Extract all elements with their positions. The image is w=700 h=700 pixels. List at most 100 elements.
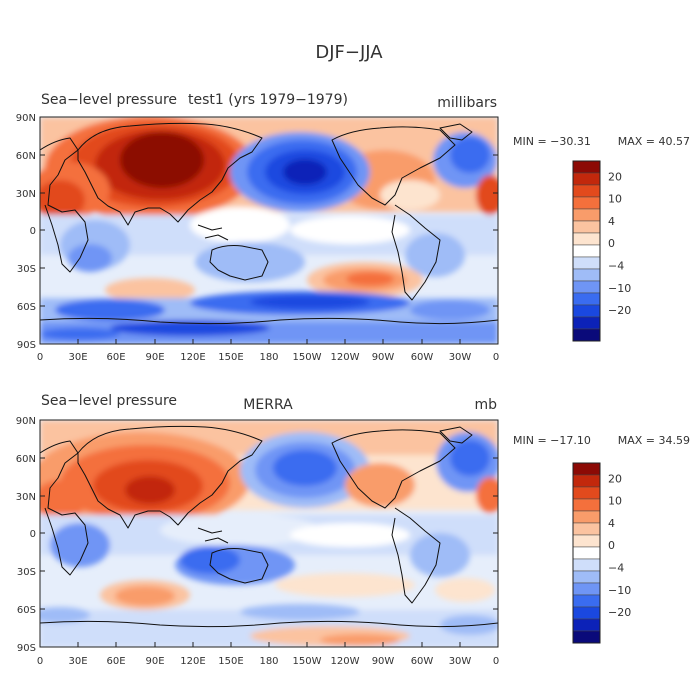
lon-label: 90W <box>372 352 395 363</box>
lon-label: 30E <box>68 352 87 363</box>
lon-label: 0 <box>37 656 43 667</box>
lat-label: 0 <box>30 529 36 540</box>
panel-2-colorbar: 20 10 4 0 −4 −10 −20 <box>572 462 631 644</box>
panel-1-left-title: Sea−level pressure <box>41 92 177 108</box>
colorbar-swatch <box>572 546 601 560</box>
colorbar-swatch <box>572 280 601 294</box>
lat-label: 30S <box>17 264 36 275</box>
colorbar-tick-label: 10 <box>608 495 622 508</box>
lat-label: 90N <box>16 113 36 124</box>
colorbar-swatch <box>572 304 601 318</box>
panel-1-lon-ticks <box>77 339 461 344</box>
panel-1-units: millibars <box>437 95 497 111</box>
panel-2-contour-field <box>40 420 498 647</box>
lon-label: 150E <box>218 656 243 667</box>
colorbar-swatch <box>572 498 601 512</box>
panel-1-max-label: MAX = 40.57 <box>618 135 690 148</box>
colorbar-tick-label: 10 <box>608 193 622 206</box>
colorbar-swatch <box>572 534 601 548</box>
lon-label: 180 <box>259 656 278 667</box>
colorbar-outline <box>572 160 601 342</box>
colorbar-swatch <box>572 462 601 476</box>
lat-label: 90S <box>17 340 36 351</box>
colorbar-tick-label: −20 <box>608 606 631 619</box>
lon-label: 180 <box>259 352 278 363</box>
lat-label: 30N <box>16 189 36 200</box>
panel-2-lat-ticks <box>40 457 498 610</box>
colorbar-swatch <box>572 328 601 342</box>
colorbar-tick-label: 20 <box>608 170 622 183</box>
colorbar-tick-label: −20 <box>608 304 631 317</box>
colorbar-swatch <box>572 474 601 488</box>
lon-label: 60E <box>106 656 125 667</box>
lon-label: 0 <box>37 352 43 363</box>
colorbar-swatch <box>572 292 601 306</box>
lon-label: 60E <box>106 352 125 363</box>
lat-label: 60N <box>16 454 36 465</box>
panel-2-left-title: Sea−level pressure <box>41 393 177 409</box>
panel-2-coastlines <box>40 425 498 628</box>
colorbar-swatch <box>572 522 601 536</box>
lat-label: 90S <box>17 643 36 654</box>
lon-label: 150W <box>293 352 322 363</box>
colorbar-tick-label: 4 <box>608 215 615 228</box>
panel-1: Sea−level pressure test1 (yrs 1979−1979)… <box>16 92 690 363</box>
lon-label: 30E <box>68 656 87 667</box>
lon-label: 30W <box>449 352 472 363</box>
colorbar-swatch <box>572 486 601 500</box>
colorbar-tick-label: −4 <box>608 562 624 575</box>
colorbar-swatch <box>572 196 601 210</box>
colorbar-swatch <box>572 232 601 246</box>
lon-label: 120E <box>180 656 205 667</box>
lat-label: 90N <box>16 416 36 427</box>
lon-label: 120E <box>180 352 205 363</box>
lon-label: 60W <box>411 352 434 363</box>
lon-label: 120W <box>331 352 360 363</box>
panel-2-center-title: MERRA <box>243 397 293 413</box>
lon-label: 150W <box>293 656 322 667</box>
colorbar-tick-label: −10 <box>608 282 631 295</box>
colorbar-swatch <box>572 606 601 620</box>
colorbar-swatch <box>572 570 601 584</box>
colorbar-swatch <box>572 160 601 174</box>
lon-label: 30W <box>449 656 472 667</box>
panel-1-min-label: MIN = −30.31 <box>513 135 591 148</box>
colorbar-tick-label: 0 <box>608 237 615 250</box>
panel-1-lat-labels: 90N 60N 30N 0 30S 60S 90S <box>16 113 36 351</box>
lon-label: 90E <box>145 352 164 363</box>
panel-2-lon-labels: 0 30E 60E 90E 120E 150E 180 150W 120W 90… <box>37 656 499 667</box>
panel-2-units: mb <box>474 397 497 413</box>
colorbar-swatch <box>572 172 601 186</box>
colorbar-tick-label: 20 <box>608 472 622 485</box>
colorbar-swatch <box>572 184 601 198</box>
panel-1-center-title: test1 (yrs 1979−1979) <box>188 92 348 108</box>
colorbar-outline <box>572 462 601 644</box>
colorbar-swatch <box>572 510 601 524</box>
colorbar-swatch <box>572 220 601 234</box>
colorbar-tick-label: 4 <box>608 517 615 530</box>
lat-label: 30S <box>17 567 36 578</box>
colorbar-swatch <box>572 208 601 222</box>
lat-label: 60N <box>16 151 36 162</box>
lon-label: 150E <box>218 352 243 363</box>
panel-1-contour-field <box>40 117 498 344</box>
lat-label: 60S <box>17 302 36 313</box>
colorbar-swatch <box>572 256 601 270</box>
figure-title: DJF−JJA <box>315 42 383 63</box>
colorbar-swatch <box>572 582 601 596</box>
colorbar-swatch <box>572 630 601 644</box>
colorbar-swatch <box>572 244 601 258</box>
lon-label: 60W <box>411 656 434 667</box>
panel-1-lat-ticks <box>40 116 498 345</box>
colorbar-tick-label: 0 <box>608 539 615 552</box>
colorbar-tick-label: −4 <box>608 260 624 273</box>
lat-label: 60S <box>17 605 36 616</box>
colorbar-swatch <box>572 316 601 330</box>
lon-label: 90W <box>372 656 395 667</box>
colorbar-swatch <box>572 618 601 632</box>
panel-2-lat-labels: 90N 60N 30N 0 30S 60S 90S <box>16 416 36 654</box>
panel-2-lon-ticks <box>77 642 461 647</box>
panel-1-coastlines <box>40 122 498 325</box>
panel-1-lon-labels: 0 30E 60E 90E 120E 150E 180 150W 120W 90… <box>37 352 499 363</box>
lon-label: 0 <box>493 656 499 667</box>
